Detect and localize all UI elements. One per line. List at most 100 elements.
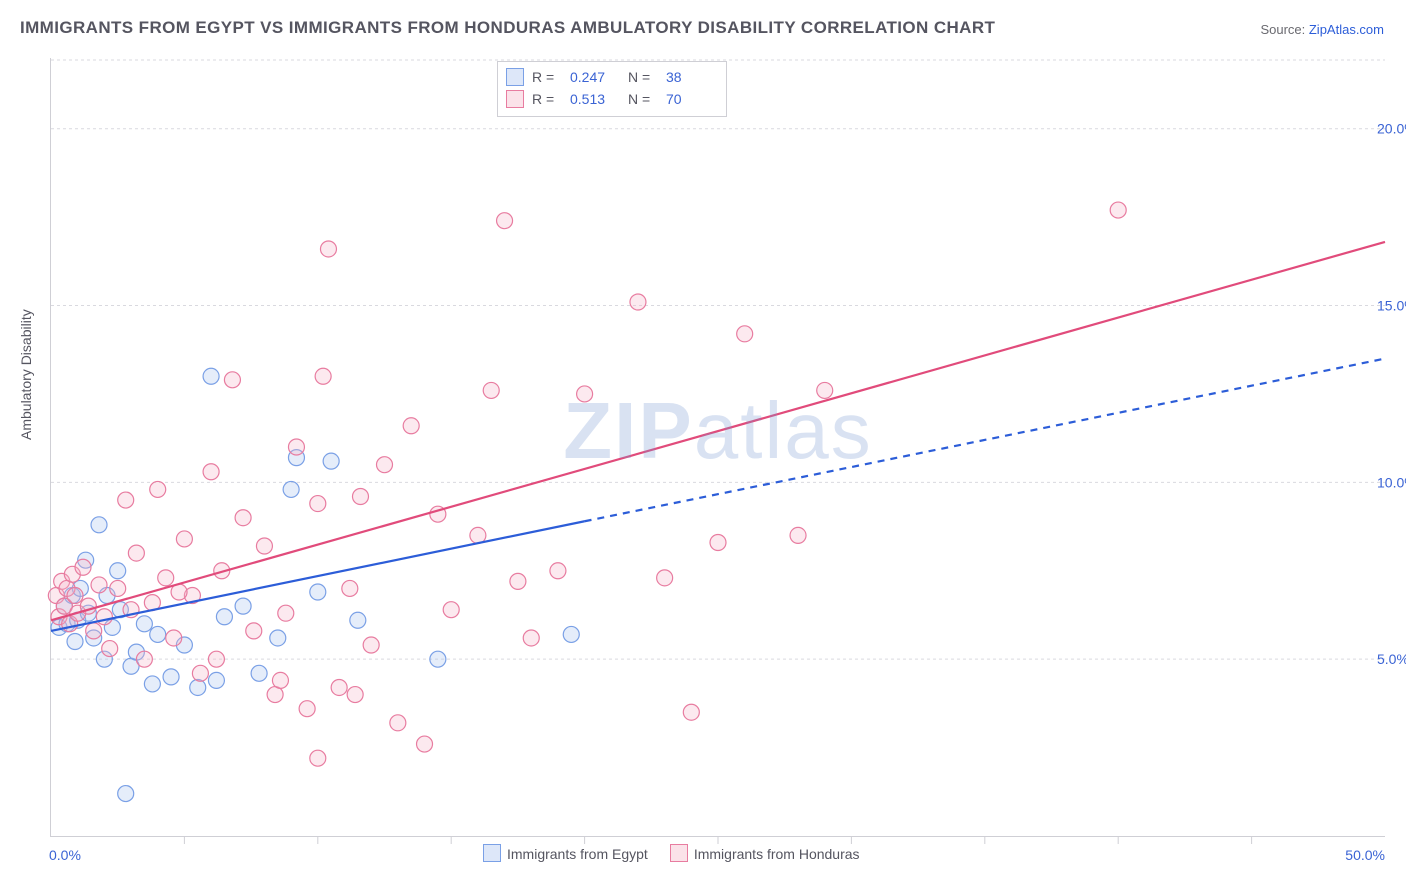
scatter-point-honduras [390,715,406,731]
scatter-point-honduras [96,609,112,625]
scatter-point-honduras [550,563,566,579]
series-legend-label: Immigrants from Honduras [694,846,860,862]
scatter-point-honduras [246,623,262,639]
r-label: R = [532,91,562,107]
scatter-point-honduras [136,651,152,667]
chart-source: Source: ZipAtlas.com [1260,22,1384,37]
scatter-point-honduras [91,577,107,593]
scatter-point-honduras [737,326,753,342]
legend-swatch-icon [506,90,524,108]
scatter-point-honduras [256,538,272,554]
scatter-point-honduras [710,534,726,550]
legend-swatch-icon [506,68,524,86]
scatter-point-honduras [288,439,304,455]
scatter-point-honduras [497,213,513,229]
scatter-point-honduras [347,687,363,703]
n-label: N = [628,69,658,85]
scatter-point-honduras [278,605,294,621]
scatter-point-honduras [630,294,646,310]
scatter-point-honduras [102,641,118,657]
scatter-point-egypt [190,679,206,695]
scatter-point-honduras [67,588,83,604]
y-axis-label: Ambulatory Disability [18,309,34,440]
scatter-point-honduras [86,623,102,639]
scatter-point-honduras [683,704,699,720]
scatter-point-honduras [577,386,593,402]
scatter-point-honduras [523,630,539,646]
scatter-point-egypt [563,626,579,642]
series-legend-item-egypt: Immigrants from Egypt [483,844,648,862]
scatter-point-honduras [510,573,526,589]
scatter-point-honduras [363,637,379,653]
scatter-point-egypt [251,665,267,681]
scatter-point-honduras [299,701,315,717]
series-legend: Immigrants from Egypt Immigrants from Hon… [483,844,860,862]
scatter-point-honduras [118,492,134,508]
scatter-point-egypt [323,453,339,469]
scatter-point-honduras [158,570,174,586]
source-link[interactable]: ZipAtlas.com [1309,22,1384,37]
scatter-point-honduras [443,602,459,618]
x-tick-label: 0.0% [49,847,81,863]
scatter-point-honduras [417,736,433,752]
y-tick-label: 20.0% [1377,121,1406,137]
scatter-point-honduras [1110,202,1126,218]
x-tick-label: 50.0% [1345,847,1385,863]
scatter-point-honduras [192,665,208,681]
scatter-point-honduras [176,531,192,547]
chart-title: IMMIGRANTS FROM EGYPT VS IMMIGRANTS FROM… [20,18,995,38]
scatter-point-egypt [150,626,166,642]
scatter-point-honduras [657,570,673,586]
scatter-point-egypt [91,517,107,533]
scatter-point-honduras [110,580,126,596]
corr-legend-row-egypt: R = 0.247 N = 38 [506,66,716,88]
scatter-point-honduras [483,382,499,398]
r-value: 0.513 [570,91,620,107]
scatter-point-honduras [403,418,419,434]
n-label: N = [628,91,658,107]
scatter-point-egypt [136,616,152,632]
scatter-point-honduras [203,464,219,480]
corr-legend-row-honduras: R =0.513N =70 [506,88,716,110]
scatter-point-honduras [352,489,368,505]
scatter-point-egypt [110,563,126,579]
scatter-point-honduras [315,368,331,384]
n-value: 38 [666,69,716,85]
scatter-point-egypt [270,630,286,646]
scatter-point-honduras [342,580,358,596]
scatter-point-egypt [163,669,179,685]
scatter-point-egypt [216,609,232,625]
source-prefix: Source: [1260,22,1308,37]
scatter-point-egypt [67,634,83,650]
y-tick-label: 10.0% [1377,474,1406,490]
r-value: 0.247 [570,69,620,85]
trend-line-honduras [51,242,1385,620]
scatter-point-egypt [208,672,224,688]
plot-area: 5.0%10.0%15.0%20.0% 0.0%50.0% ZIPatlas R… [50,58,1385,837]
scatter-point-honduras [128,545,144,561]
chart-svg: 5.0%10.0%15.0%20.0% 0.0%50.0% [51,58,1385,836]
scatter-point-honduras [208,651,224,667]
scatter-point-honduras [817,382,833,398]
scatter-point-honduras [377,457,393,473]
trend-line-dash-egypt [585,359,1385,522]
scatter-point-egypt [235,598,251,614]
scatter-point-egypt [283,481,299,497]
scatter-point-egypt [118,786,134,802]
scatter-point-honduras [235,510,251,526]
scatter-point-egypt [350,612,366,628]
scatter-point-honduras [320,241,336,257]
legend-swatch-icon [670,844,688,862]
legend-swatch-icon [483,844,501,862]
scatter-point-egypt [310,584,326,600]
scatter-point-honduras [224,372,240,388]
scatter-point-honduras [790,527,806,543]
series-legend-label: Immigrants from Egypt [507,846,648,862]
r-label: R = [532,69,562,85]
scatter-point-honduras [310,496,326,512]
scatter-point-honduras [75,559,91,575]
y-tick-label: 5.0% [1377,651,1406,667]
scatter-point-honduras [272,672,288,688]
scatter-point-honduras [150,481,166,497]
scatter-point-egypt [203,368,219,384]
